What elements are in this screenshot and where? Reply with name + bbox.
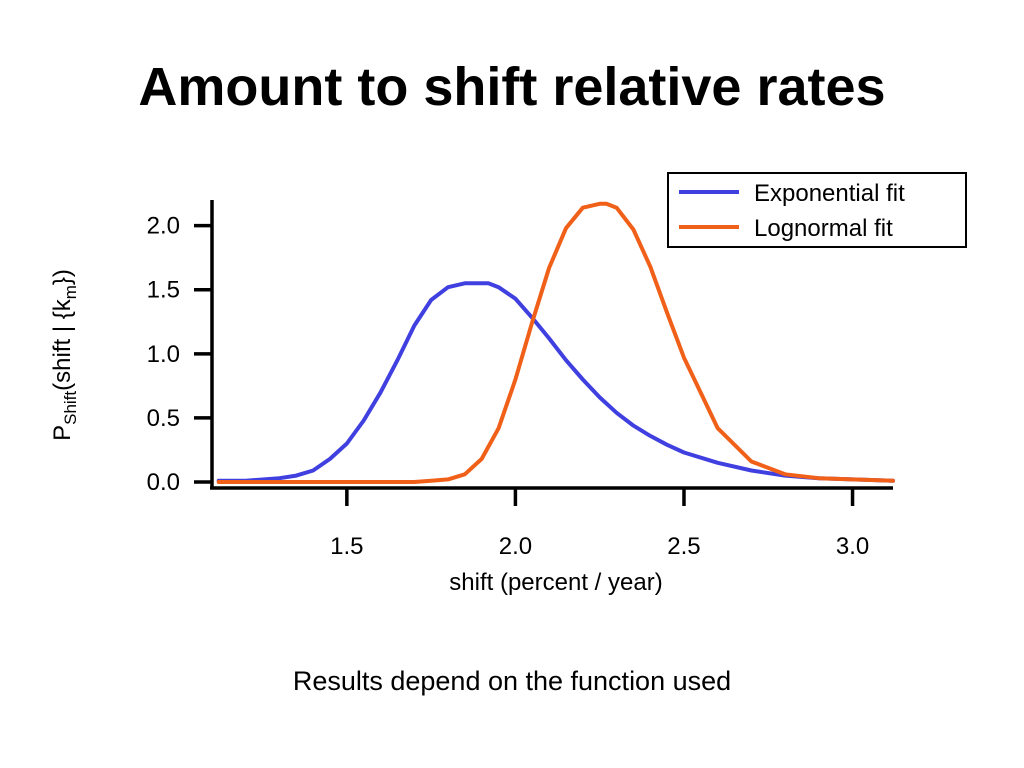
x-axis-title: shift (percent / year): [449, 569, 662, 596]
plot-area: 0.0 0.5 1.0 1.5 2.0 1.5 2.0 2.5 3.0: [147, 200, 895, 560]
legend: Exponential fit Lognormal fit: [667, 172, 967, 248]
y-axis-title-main-subscript: Shift: [61, 391, 80, 425]
y-axis-title-args: (shift | {k: [49, 298, 76, 391]
y-axis-title-args-subscript: m: [61, 285, 80, 299]
y-axis-title-text: PShift(shift | {km}): [49, 269, 80, 441]
legend-box: [667, 172, 967, 248]
y-axis-title-main: P: [49, 425, 76, 441]
legend-label: Lognormal fit: [754, 215, 893, 242]
chart: PShift(shift | {km}) 0.0 0.5 1.0 1.5 2.0 1.5 2…: [49, 172, 967, 596]
x-tick-label: 2.5: [667, 533, 700, 560]
x-tick-label: 3.0: [836, 533, 869, 560]
y-tick-label: 0.5: [147, 405, 180, 432]
y-axis-title: PShift(shift | {km}): [49, 269, 80, 441]
x-tick-label: 1.5: [330, 533, 363, 560]
y-tick-label: 1.5: [147, 277, 180, 304]
y-tick-label: 2.0: [147, 213, 180, 240]
series-line-lognormal: [216, 201, 895, 484]
y-tick-label: 1.0: [147, 341, 180, 368]
y-tick-label: 0.0: [147, 469, 180, 496]
y-axis-title-args-close: }): [49, 269, 76, 285]
caption: Results depend on the function used: [292, 666, 732, 696]
x-tick-label: 2.0: [499, 533, 532, 560]
series-line-exponential: [216, 281, 895, 483]
legend-label: Exponential fit: [754, 180, 905, 207]
slide-title: Amount to shift relative rates: [138, 57, 886, 117]
